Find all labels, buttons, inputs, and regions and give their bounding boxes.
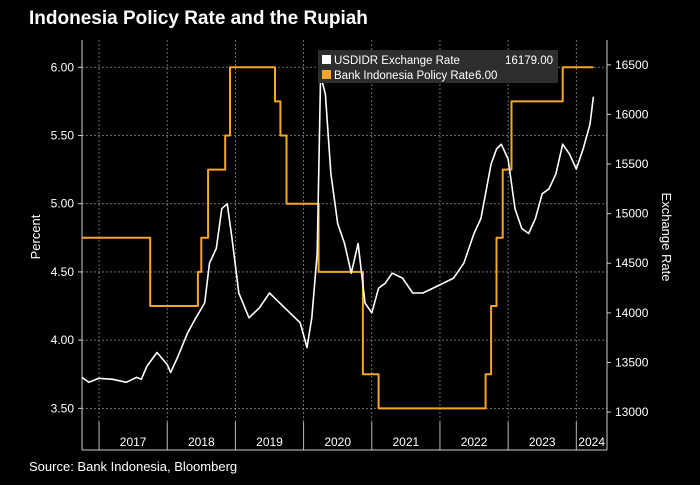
legend: USDIDR Exchange Rate 16179.00 Bank Indon… bbox=[318, 50, 558, 83]
tick-label-y-left: 3.50 bbox=[51, 401, 75, 415]
tick-label-y-right: 16500 bbox=[615, 58, 649, 72]
tick-label-x: 2020 bbox=[324, 435, 351, 449]
tick-label-y-right: 14500 bbox=[615, 256, 649, 270]
tick-label-x: 2024 bbox=[578, 435, 605, 449]
tick-label-y-left: 6.00 bbox=[51, 60, 75, 74]
y-axis-left-label: Percent bbox=[28, 214, 43, 259]
tick-label-y-left: 5.00 bbox=[51, 197, 75, 211]
legend-value-usdidr: 16179.00 bbox=[505, 55, 553, 67]
legend-label-policy-rate: Bank Indonesia Policy Rate bbox=[334, 70, 475, 82]
y-axis-right-label: Exchange Rate bbox=[659, 193, 674, 282]
tick-label-y-left: 4.00 bbox=[51, 333, 75, 347]
legend-swatch-usdidr bbox=[322, 55, 331, 64]
tick-label-y-right: 13500 bbox=[615, 355, 649, 369]
tick-label-y-right: 15000 bbox=[615, 207, 649, 221]
source-note: Source: Bank Indonesia, Bloomberg bbox=[29, 459, 238, 474]
series-line-usdidr bbox=[81, 73, 595, 384]
legend-swatch-policy-rate bbox=[322, 70, 331, 79]
tick-label-y-right: 15500 bbox=[615, 157, 649, 171]
gridlines bbox=[82, 40, 607, 422]
legend-value-policy-rate: 6.00 bbox=[475, 70, 497, 82]
tick-label-y-right: 16000 bbox=[615, 107, 649, 121]
legend-label-usdidr: USDIDR Exchange Rate bbox=[334, 55, 460, 67]
tick-label-x: 2019 bbox=[256, 435, 283, 449]
tick-label-x: 2021 bbox=[393, 435, 420, 449]
chart-title: Indonesia Policy Rate and the Rupiah bbox=[29, 8, 368, 29]
tick-label-x: 2023 bbox=[529, 435, 556, 449]
tick-label-y-right: 14000 bbox=[615, 306, 649, 320]
axes bbox=[78, 40, 611, 451]
tick-label-y-left: 5.50 bbox=[51, 129, 75, 143]
tick-labels: 3.50 4.00 4.50 5.00 5.50 6.00 13000 13500 14000 1… bbox=[51, 58, 649, 449]
series-line-policy-rate bbox=[82, 66, 594, 410]
tick-label-y-right: 13000 bbox=[615, 405, 649, 419]
tick-label-y-left: 4.50 bbox=[51, 265, 75, 279]
series-lines bbox=[81, 66, 595, 410]
legend-background bbox=[318, 50, 558, 83]
tick-label-x: 2017 bbox=[120, 435, 147, 449]
tick-label-x: 2018 bbox=[188, 435, 215, 449]
tick-label-x: 2022 bbox=[461, 435, 488, 449]
